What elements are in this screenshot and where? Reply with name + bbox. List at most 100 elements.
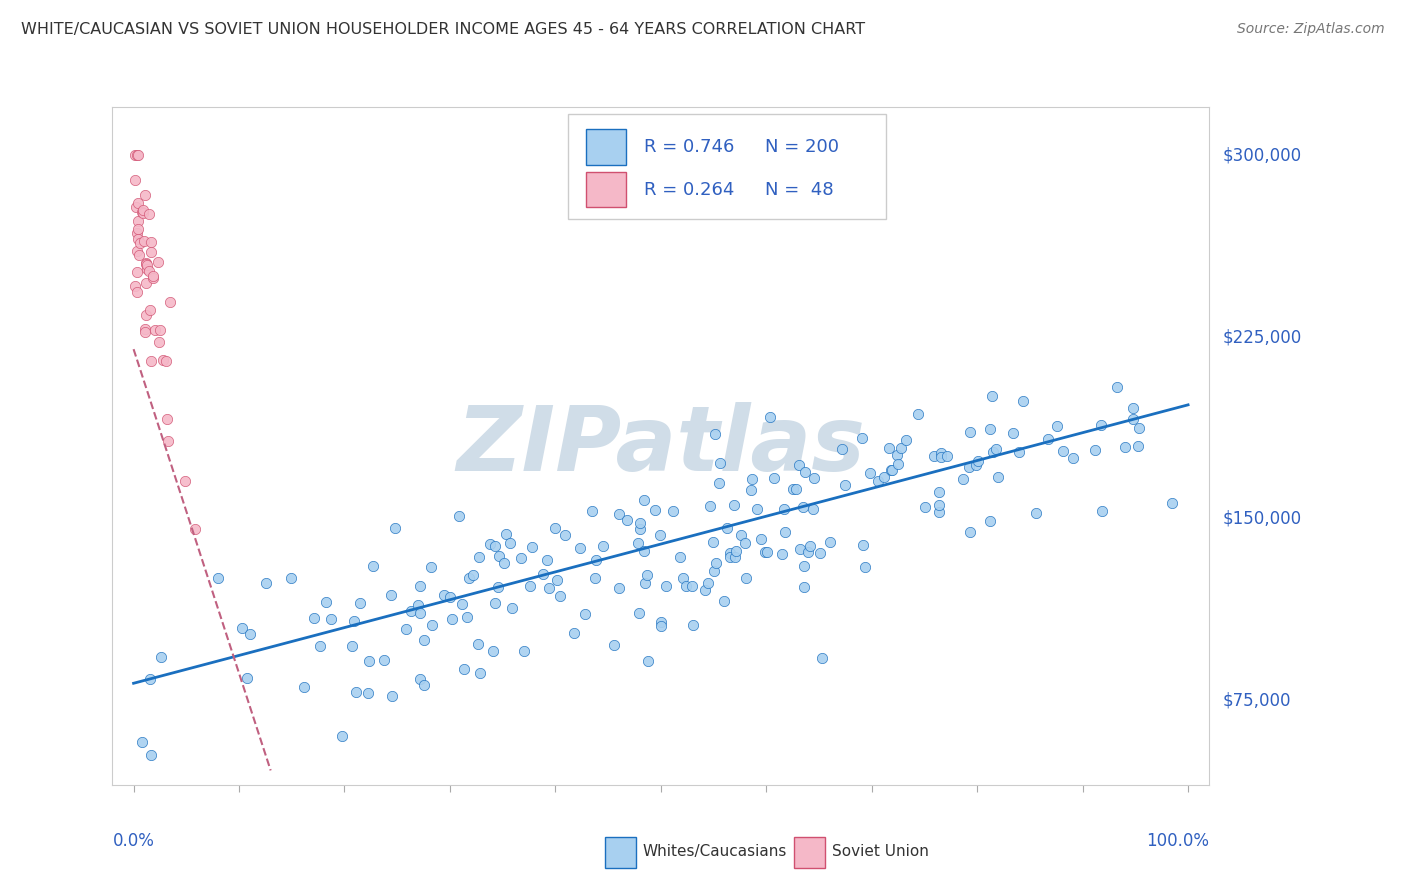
- Point: [149, 323, 172, 337]
- Point: [1128, 421, 1150, 435]
- Point: [461, 568, 484, 582]
- Point: [637, 654, 659, 668]
- Point: [420, 617, 443, 632]
- Point: [315, 595, 337, 609]
- Point: [1052, 444, 1074, 458]
- Point: [139, 747, 162, 762]
- Point: [889, 442, 911, 456]
- Point: [139, 244, 162, 259]
- Point: [321, 612, 343, 626]
- Text: Soviet Union: Soviet Union: [832, 845, 929, 859]
- Point: [914, 500, 936, 515]
- Point: [344, 685, 367, 699]
- Point: [1122, 411, 1144, 425]
- Point: [797, 544, 820, 558]
- Point: [770, 547, 793, 561]
- Point: [501, 601, 523, 615]
- Point: [453, 662, 475, 676]
- Point: [723, 499, 745, 513]
- Point: [280, 571, 302, 585]
- Point: [1062, 450, 1084, 465]
- Point: [125, 148, 148, 162]
- Point: [704, 557, 727, 571]
- Point: [699, 499, 721, 513]
- Point: [568, 541, 591, 556]
- Point: [929, 450, 952, 464]
- Point: [157, 434, 180, 448]
- Point: [467, 549, 489, 564]
- Point: [134, 234, 156, 248]
- Point: [799, 539, 821, 553]
- Point: [409, 672, 432, 686]
- Point: [131, 735, 153, 749]
- Text: $225,000: $225,000: [1223, 328, 1302, 346]
- Point: [759, 410, 782, 425]
- Point: [682, 617, 704, 632]
- Text: N = 200: N = 200: [765, 138, 839, 156]
- Y-axis label: Householder Income Ages 45 - 64 years: Householder Income Ages 45 - 64 years: [0, 293, 7, 599]
- Point: [749, 532, 772, 546]
- Point: [773, 524, 796, 539]
- Point: [292, 680, 315, 694]
- Point: [1090, 417, 1112, 432]
- Point: [536, 552, 558, 566]
- Point: [633, 492, 655, 507]
- Point: [236, 672, 259, 686]
- Point: [467, 638, 489, 652]
- Point: [1161, 495, 1184, 509]
- Point: [184, 523, 207, 537]
- Point: [1122, 401, 1144, 416]
- Point: [548, 589, 571, 603]
- Point: [127, 214, 149, 228]
- Point: [380, 588, 402, 602]
- Point: [538, 581, 561, 595]
- Point: [981, 445, 1004, 459]
- Text: Source: ZipAtlas.com: Source: ZipAtlas.com: [1237, 22, 1385, 37]
- Point: [135, 257, 157, 271]
- Point: [128, 236, 150, 251]
- Point: [439, 590, 461, 604]
- Point: [654, 579, 676, 593]
- Point: [762, 471, 785, 485]
- Point: [399, 604, 422, 618]
- Point: [793, 580, 815, 594]
- Point: [957, 460, 980, 475]
- Point: [581, 504, 603, 518]
- Point: [616, 513, 638, 527]
- Point: [138, 264, 160, 278]
- Point: [124, 173, 146, 187]
- Point: [792, 500, 814, 514]
- Point: [585, 553, 607, 567]
- Point: [935, 449, 957, 463]
- Point: [381, 690, 404, 704]
- Point: [922, 449, 945, 463]
- Point: [159, 294, 181, 309]
- Point: [803, 502, 825, 516]
- Bar: [586, 129, 626, 165]
- Point: [877, 441, 900, 455]
- Point: [562, 626, 585, 640]
- Point: [499, 535, 522, 549]
- Point: [984, 442, 1007, 456]
- Point: [853, 559, 876, 574]
- Point: [349, 596, 371, 610]
- Point: [607, 508, 630, 522]
- Point: [330, 730, 353, 744]
- Point: [859, 467, 882, 481]
- Point: [789, 542, 811, 557]
- Point: [395, 623, 418, 637]
- Point: [127, 195, 149, 210]
- Text: $75,000: $75,000: [1223, 691, 1292, 709]
- Point: [785, 483, 807, 497]
- Point: [730, 528, 752, 542]
- Point: [484, 596, 506, 610]
- Point: [481, 644, 503, 658]
- Point: [965, 458, 987, 472]
- Point: [142, 270, 165, 285]
- Point: [1128, 439, 1150, 453]
- Point: [132, 206, 155, 220]
- Point: [531, 567, 554, 582]
- Point: [135, 256, 157, 270]
- Point: [1091, 504, 1114, 518]
- Point: [231, 621, 253, 635]
